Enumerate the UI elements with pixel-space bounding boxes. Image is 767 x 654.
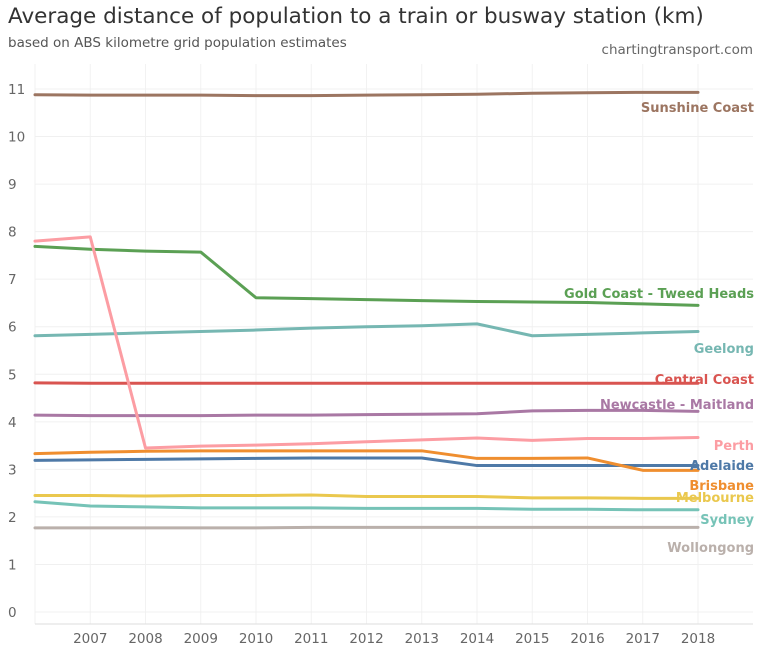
series-line-sydney xyxy=(33,500,700,512)
y-tick-label: 6 xyxy=(8,320,17,336)
y-tick-label: 3 xyxy=(8,462,17,478)
x-tick-label: 2012 xyxy=(349,631,383,647)
series-label-geelong: Geelong xyxy=(694,342,754,357)
chart-subtitle: based on ABS kilometre grid population e… xyxy=(8,35,347,51)
x-tick-label: 2008 xyxy=(128,631,162,647)
series-label-adelaide: Adelaide xyxy=(690,459,754,474)
x-tick-label: 2011 xyxy=(294,631,328,647)
axis-layer: 0 1 2 3 4 5 6 7 8 9 10 11 2007 2008 2009 2010 2011 2012 20… xyxy=(8,82,753,647)
x-tick-label: 2013 xyxy=(405,631,439,647)
label-layer: Sunshine Coast Gold Coast - Tweed Heads Ge… xyxy=(564,101,754,556)
x-tick-label: 2007 xyxy=(73,631,107,647)
y-tick-label: 5 xyxy=(8,367,17,383)
series-label-melbourne: Melbourne xyxy=(676,491,754,506)
series-label-central-coast: Central Coast xyxy=(655,373,754,388)
y-tick-label: 8 xyxy=(8,225,17,241)
series-line-newcastle-maitland xyxy=(33,408,700,418)
series-line-geelong xyxy=(33,322,700,338)
y-tick-label: 7 xyxy=(8,272,17,288)
y-tick-label: 4 xyxy=(8,415,17,431)
x-tick-label: 2014 xyxy=(460,631,494,647)
x-tick-label: 2010 xyxy=(239,631,273,647)
series-label-sunshine-coast: Sunshine Coast xyxy=(641,101,754,116)
y-tick-label: 2 xyxy=(8,510,17,526)
series-label-brisbane: Brisbane xyxy=(689,479,754,494)
series-label-sydney: Sydney xyxy=(700,513,754,528)
x-tick-label: 2018 xyxy=(681,631,715,647)
y-tick-label: 1 xyxy=(8,557,17,573)
chart-source: chartingtransport.com xyxy=(601,42,753,58)
series-line-gold-coast-tweed-heads xyxy=(33,244,700,307)
y-tick-label: 11 xyxy=(8,82,25,98)
series-line-melbourne xyxy=(33,493,700,500)
series-label-wollongong: Wollongong xyxy=(667,541,754,556)
grid-layer xyxy=(34,64,753,624)
series-label-gold-coast-tweed-heads: Gold Coast - Tweed Heads xyxy=(564,287,754,302)
y-tick-label: 10 xyxy=(8,130,25,146)
series-line-adelaide xyxy=(33,456,700,468)
series-label-perth: Perth xyxy=(714,439,754,454)
chart-title: Average distance of population to a trai… xyxy=(8,4,704,29)
series-line-perth xyxy=(33,235,700,450)
x-tick-label: 2009 xyxy=(184,631,218,647)
series-layer xyxy=(33,90,700,530)
x-tick-label: 2015 xyxy=(515,631,549,647)
series-label-newcastle-maitland: Newcastle - Maitland xyxy=(600,398,754,413)
x-tick-label: 2016 xyxy=(570,631,604,647)
series-line-sunshine-coast xyxy=(33,90,700,98)
y-tick-label: 0 xyxy=(8,605,17,621)
series-line-brisbane xyxy=(33,449,700,472)
x-tick-label: 2017 xyxy=(626,631,660,647)
y-tick-label: 9 xyxy=(8,177,17,193)
